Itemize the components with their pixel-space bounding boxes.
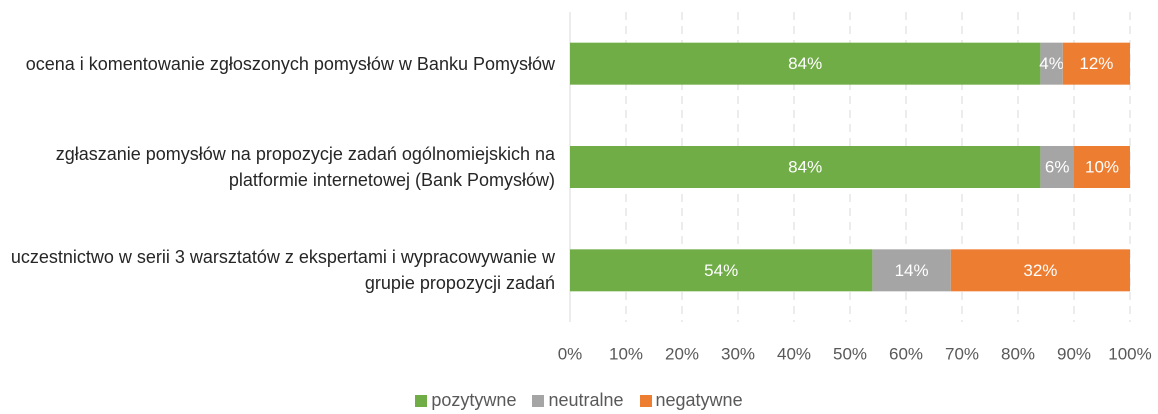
data-label: 10% bbox=[1085, 157, 1119, 176]
legend-swatch bbox=[415, 394, 428, 407]
bar-segment bbox=[872, 249, 951, 292]
x-tick-label: 70% bbox=[945, 344, 979, 363]
legend-label: negatywne bbox=[655, 390, 743, 410]
legend-item: neutralne bbox=[532, 390, 624, 411]
bar-segment bbox=[950, 249, 1130, 292]
legend-item: pozytywne bbox=[415, 390, 516, 411]
legend-item: negatywne bbox=[639, 390, 743, 411]
x-tick-label: 90% bbox=[1057, 344, 1091, 363]
data-label: 84% bbox=[788, 54, 822, 73]
x-tick-label: 10% bbox=[609, 344, 643, 363]
bar-segment bbox=[1040, 146, 1074, 188]
legend-label: neutralne bbox=[548, 390, 624, 410]
x-tick-label: 100% bbox=[1108, 344, 1151, 363]
category-label: zgłaszanie pomysłów na propozycje zadań … bbox=[55, 144, 555, 190]
data-label: 32% bbox=[1023, 261, 1057, 280]
category-label: ocena i komentowanie zgłoszonych pomysłó… bbox=[25, 53, 555, 74]
x-tick-label: 30% bbox=[721, 344, 755, 363]
data-label: 84% bbox=[788, 157, 822, 176]
data-label: 14% bbox=[895, 261, 929, 280]
bar-segment bbox=[570, 42, 1041, 85]
x-tick-label: 50% bbox=[833, 344, 867, 363]
legend-label: pozytywne bbox=[431, 390, 517, 410]
bar-segment bbox=[570, 249, 873, 292]
legend-swatch bbox=[639, 394, 652, 407]
x-tick-label: 80% bbox=[1001, 344, 1035, 363]
x-tick-label: 40% bbox=[777, 344, 811, 363]
x-tick-label: 20% bbox=[665, 344, 699, 363]
bar-segment bbox=[1074, 146, 1130, 188]
legend-swatch bbox=[532, 394, 545, 407]
data-label: 6% bbox=[1045, 157, 1070, 176]
x-tick-label: 60% bbox=[889, 344, 923, 363]
category-label: uczestnictwo w serii 3 warsztatów z eksp… bbox=[10, 247, 555, 294]
bar-segment bbox=[1062, 42, 1130, 85]
data-label: 54% bbox=[704, 261, 738, 280]
bar-segment bbox=[1040, 42, 1063, 85]
data-label: 4% bbox=[1039, 54, 1064, 73]
x-tick-label: 0% bbox=[558, 344, 583, 363]
data-label: 12% bbox=[1079, 54, 1113, 73]
bar-segment bbox=[570, 146, 1041, 188]
legend: pozytywne neutralne negatywne bbox=[0, 390, 1158, 411]
